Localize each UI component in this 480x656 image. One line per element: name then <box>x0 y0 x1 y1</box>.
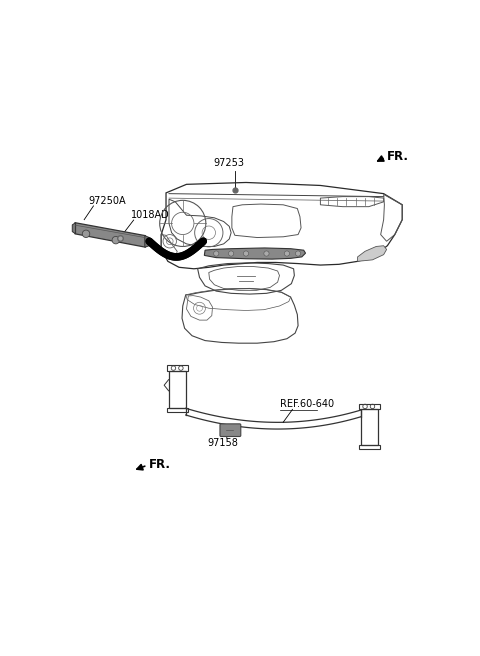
Text: 97158: 97158 <box>207 438 238 448</box>
Circle shape <box>296 251 300 256</box>
Polygon shape <box>204 248 305 259</box>
Text: 1018AD: 1018AD <box>131 210 169 220</box>
Text: 97253: 97253 <box>214 157 245 167</box>
Polygon shape <box>75 222 145 247</box>
Circle shape <box>228 251 234 256</box>
Polygon shape <box>358 246 386 261</box>
FancyBboxPatch shape <box>220 424 241 436</box>
Text: FR.: FR. <box>149 458 171 471</box>
Circle shape <box>264 251 269 256</box>
Polygon shape <box>145 236 149 247</box>
Circle shape <box>243 251 249 256</box>
Circle shape <box>112 236 120 244</box>
Polygon shape <box>72 222 76 234</box>
Text: FR.: FR. <box>387 150 409 163</box>
Circle shape <box>83 230 90 237</box>
Circle shape <box>284 251 289 256</box>
Text: REF.60-640: REF.60-640 <box>280 399 335 409</box>
Text: 97250A: 97250A <box>88 195 126 205</box>
Circle shape <box>214 251 219 256</box>
